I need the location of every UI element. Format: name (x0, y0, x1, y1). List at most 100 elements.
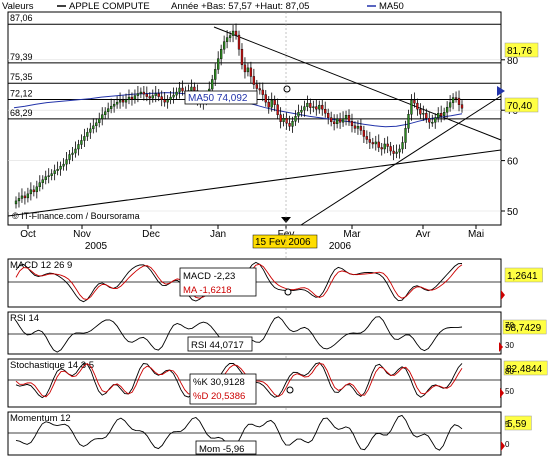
stochastique-panel[interactable]: Stochastique 14 3 5 %K 30,9128 %D 20,5386 8… (7, 358, 548, 408)
indicator-title: Stochastique 14 3 5 (10, 360, 94, 371)
arrow-right-icon[interactable] (501, 441, 505, 451)
candle-body (309, 102, 312, 108)
candle-body (392, 150, 395, 154)
candle-body (386, 143, 389, 147)
indicator-value-box (195, 440, 257, 455)
candle-body (77, 144, 80, 150)
candle-body (104, 111, 107, 115)
candle-body (190, 86, 193, 91)
candle-body (383, 143, 386, 150)
indicator-line (15, 414, 463, 451)
candle-body (145, 93, 148, 97)
candle-body (86, 132, 89, 137)
candle-body (50, 173, 53, 176)
candle-body (374, 141, 377, 145)
indicator-value: MACD -2,23 (183, 271, 235, 282)
candle-body (178, 87, 181, 93)
candle-body (443, 112, 446, 116)
candle-body (258, 88, 261, 91)
macd-panel[interactable]: MACD 12 26 9 MACD -2,23 MA -1,6218 1,2641 (7, 258, 543, 308)
candle-body (398, 148, 401, 153)
indicator-tick-label: 30 (505, 341, 514, 350)
candle-body (440, 113, 443, 116)
candle-body (356, 126, 360, 129)
price-panel[interactable]: 87,06 79,39 75,35 72,12 68,29 MA50 74,092 © … (7, 11, 539, 226)
indicator-last-badge (504, 267, 543, 283)
candle-body (29, 189, 33, 195)
candle-body (83, 136, 86, 141)
trendline-up-steep (300, 95, 502, 226)
candle-body (154, 93, 157, 96)
candle-body (181, 87, 184, 92)
reference-line-label: 72,12 (10, 89, 33, 99)
reference-line-label: 87,06 (10, 13, 33, 23)
candle-body (169, 96, 172, 100)
candle-body (362, 130, 366, 137)
month-label: Nov (73, 229, 91, 240)
candle-body (341, 118, 345, 123)
candle-body (413, 99, 416, 104)
candle-body (166, 99, 169, 103)
month-label: Mar (343, 229, 361, 240)
candle-body (303, 106, 306, 111)
candle-body (380, 147, 383, 150)
candle-body (243, 64, 247, 73)
arrow-right-icon[interactable] (499, 342, 503, 352)
candle-body (115, 101, 119, 105)
indicator-signal-value: MA -1,6218 (183, 285, 232, 296)
candle-body (315, 106, 318, 110)
indicator-tick-label: 50 (505, 387, 514, 396)
candle-body (327, 113, 330, 118)
candle-body (214, 69, 217, 80)
indicator-tick-label: 80 (505, 367, 514, 376)
reference-line-label: 68,29 (10, 108, 33, 118)
candle-body (225, 37, 229, 42)
candle-body (26, 193, 30, 199)
momentum-panel[interactable]: Momentum 12 Mom -5,96 5,59 0 5 (7, 411, 532, 456)
candle-body (217, 58, 220, 70)
candle-body (416, 102, 419, 110)
indicator-tick-label: 0 (505, 440, 510, 449)
source-credit: © IT-Finance.com / Boursorama (12, 211, 140, 221)
arrow-right-icon[interactable] (501, 290, 505, 300)
candle-body (124, 99, 128, 103)
period-stats: Année +Bas: 57,57 +Haut: 87,05 (171, 1, 309, 12)
candle-body (59, 165, 62, 170)
symbol-name: APPLE COMPUTE (69, 1, 150, 12)
candle-body (240, 49, 244, 66)
arrow-right-icon[interactable] (500, 388, 504, 398)
indicator-signal-value: %D 20,5386 (193, 391, 245, 402)
arrow-right-icon[interactable] (497, 86, 505, 96)
candle-body (347, 115, 351, 122)
indicator-title: RSI 14 (10, 313, 39, 324)
candle-body (324, 108, 327, 114)
candle-body (434, 117, 437, 123)
indicator-last-value: 5,59 (507, 419, 527, 430)
indicator-cursor-marker (286, 386, 294, 394)
candle-body (127, 96, 131, 100)
candle-body (101, 114, 104, 119)
ma50-label-box: MA50 74,092 (184, 90, 258, 105)
candle-body (228, 35, 232, 38)
candle-body (148, 96, 151, 99)
candle-body (445, 106, 449, 113)
candle-body (136, 93, 140, 96)
rsi-panel[interactable]: RSI 14 RSI 44,0717 58,7429 30 70 (7, 311, 547, 355)
menu-label[interactable]: Valeurs (2, 1, 34, 12)
candle-body (222, 41, 226, 50)
candle-body (425, 113, 428, 119)
candle-body (359, 126, 363, 131)
indicator-last-value: 82,4844 (506, 364, 543, 375)
candle-body (157, 93, 160, 97)
indicator-tick-label: 5 (505, 420, 510, 429)
candle-body (130, 96, 134, 100)
candle-body (211, 79, 214, 90)
candle-body (139, 91, 143, 94)
indicator-value-box (189, 373, 257, 405)
candle-body (377, 141, 380, 148)
candle-body (252, 76, 256, 85)
candle-body (454, 97, 458, 99)
candle-body (368, 139, 371, 143)
candle-body (62, 163, 65, 167)
